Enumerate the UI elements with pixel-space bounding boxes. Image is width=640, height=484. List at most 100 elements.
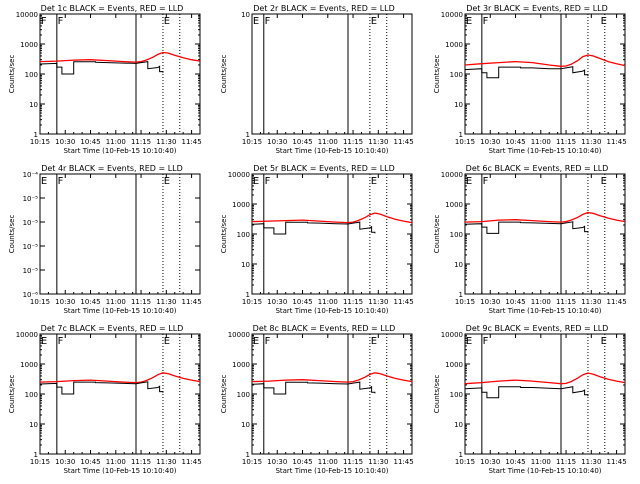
- y-tick-label: 10000: [16, 11, 38, 19]
- state-annotation: E: [601, 336, 607, 347]
- panel-title: Det 8c BLACK = Events, RED = LLD: [253, 324, 396, 333]
- y-tick-label: 1000: [20, 361, 38, 369]
- state-annotation: E: [371, 16, 377, 27]
- y-tick-label: 10⁻⁵: [23, 219, 39, 227]
- y-tick-label: 1: [459, 451, 463, 459]
- x-axis-label: Start Time (10-Feb-15 10:10:40): [488, 307, 601, 315]
- x-tick-label: 10:45: [292, 138, 312, 146]
- x-tick-label: 11:45: [393, 138, 413, 146]
- y-tick-label: 100: [25, 391, 38, 399]
- x-tick-label: 10:30: [267, 298, 287, 306]
- x-tick-label: 11:45: [606, 138, 626, 146]
- x-tick-label: 10:30: [480, 138, 500, 146]
- y-tick-label: 100: [237, 231, 250, 239]
- y-tick-label: 10⁻⁵: [23, 195, 39, 203]
- lld-series-line: [251, 372, 413, 383]
- y-tick-label: 1: [246, 451, 250, 459]
- x-tick-label: 11:30: [156, 138, 176, 146]
- y-tick-label: 100: [450, 71, 463, 79]
- y-tick-label: 1: [34, 451, 38, 459]
- x-tick-label: 10:15: [242, 138, 262, 146]
- state-annotation: E: [601, 16, 607, 27]
- panel-9: Det 9c BLACK = Events, RED = LLD 10:15 10:…: [433, 324, 627, 475]
- y-tick-label: 10: [454, 101, 463, 109]
- x-tick-label: 10:15: [30, 298, 50, 306]
- y-tick-label: 10000: [228, 331, 250, 339]
- x-tick-label: 11:30: [156, 458, 176, 466]
- y-axis-label: Counts/sec: [433, 55, 441, 94]
- y-tick-label: 10000: [441, 331, 463, 339]
- state-annotation: E: [164, 176, 170, 187]
- y-tick-label: 10: [454, 261, 463, 269]
- x-axis-label: Start Time (10-Feb-15 10:10:40): [275, 147, 388, 155]
- x-tick-label: 11:00: [106, 458, 126, 466]
- x-tick-label: 10:45: [292, 458, 312, 466]
- x-axis-label: Start Time (10-Feb-15 10:10:40): [275, 467, 388, 475]
- panel-3: Det 3r BLACK = Events, RED = LLD 10:15 10:…: [433, 4, 627, 155]
- x-tick-label: 10:30: [480, 298, 500, 306]
- y-axis-label: Counts/sec: [433, 375, 441, 414]
- x-tick-label: 11:45: [393, 298, 413, 306]
- x-tick-label: 10:45: [505, 298, 525, 306]
- x-axis-label: Start Time (10-Feb-15 10:10:40): [63, 147, 176, 155]
- y-tick-label: 1: [459, 291, 463, 299]
- x-tick-label: 11:15: [556, 298, 576, 306]
- state-annotation: F: [483, 176, 489, 187]
- y-tick-label: 10: [241, 261, 250, 269]
- y-tick-label: 1000: [20, 41, 38, 49]
- x-tick-label: 11:45: [393, 458, 413, 466]
- lld-series-line: [251, 212, 413, 224]
- state-annotation: E: [41, 176, 47, 187]
- x-tick-label: 11:15: [556, 138, 576, 146]
- state-annotation: F: [58, 336, 64, 347]
- panel-5: Det 5r BLACK = Events, RED = LLD 10:15 10:…: [220, 164, 414, 315]
- x-axis-label: Start Time (10-Feb-15 10:10:40): [63, 467, 176, 475]
- y-axis-label: Counts/sec: [220, 375, 228, 414]
- x-tick-label: 11:30: [581, 138, 601, 146]
- y-tick-label: 10⁻⁴: [23, 171, 39, 179]
- x-tick-label: 11:15: [131, 138, 151, 146]
- plot-frame: [464, 173, 626, 295]
- y-tick-label: 10000: [16, 331, 38, 339]
- panel-1: Det 1c BLACK = Events, RED = LLD 10:15 10:…: [8, 4, 202, 155]
- y-tick-label: 1000: [232, 201, 250, 209]
- y-tick-label: 1: [246, 131, 250, 139]
- x-tick-label: 10:15: [242, 298, 262, 306]
- y-tick-label: 1: [246, 291, 250, 299]
- x-tick-label: 11:30: [368, 138, 388, 146]
- x-axis-label: Start Time (10-Feb-15 10:10:40): [488, 147, 601, 155]
- x-tick-label: 11:15: [131, 458, 151, 466]
- x-tick-label: 11:00: [531, 298, 551, 306]
- x-tick-label: 11:30: [156, 298, 176, 306]
- x-axis-label: Start Time (10-Feb-15 10:10:40): [488, 467, 601, 475]
- panel-title: Det 9c BLACK = Events, RED = LLD: [466, 324, 609, 333]
- state-annotation: E: [41, 336, 47, 347]
- state-annotation: F: [265, 16, 271, 27]
- x-tick-label: 11:30: [581, 298, 601, 306]
- y-tick-label: 100: [450, 391, 463, 399]
- x-tick-label: 11:15: [131, 298, 151, 306]
- x-tick-label: 10:30: [267, 458, 287, 466]
- x-tick-label: 10:15: [242, 458, 262, 466]
- events-series-line: [464, 66, 589, 79]
- x-tick-label: 10:30: [480, 458, 500, 466]
- y-tick-label: 10: [241, 11, 250, 19]
- x-tick-label: 11:00: [531, 458, 551, 466]
- x-tick-label: 11:45: [181, 138, 201, 146]
- x-tick-label: 11:15: [343, 298, 363, 306]
- panel-8: Det 8c BLACK = Events, RED = LLD 10:15 10:…: [220, 324, 414, 475]
- events-series-line: [464, 386, 589, 399]
- lld-series-line: [39, 51, 201, 63]
- panel-7: Det 7c BLACK = Events, RED = LLD 10:15 10:…: [8, 324, 202, 475]
- x-tick-label: 10:30: [267, 138, 287, 146]
- x-tick-label: 11:45: [606, 298, 626, 306]
- x-tick-label: 10:30: [55, 458, 75, 466]
- y-tick-label: 10000: [441, 11, 463, 19]
- y-axis-label: Counts/sec: [433, 215, 441, 254]
- x-axis-label: Start Time (10-Feb-15 10:10:40): [63, 307, 176, 315]
- x-tick-label: 11:00: [106, 298, 126, 306]
- state-annotation: F: [58, 176, 64, 187]
- y-axis-label: Counts/sec: [8, 55, 16, 94]
